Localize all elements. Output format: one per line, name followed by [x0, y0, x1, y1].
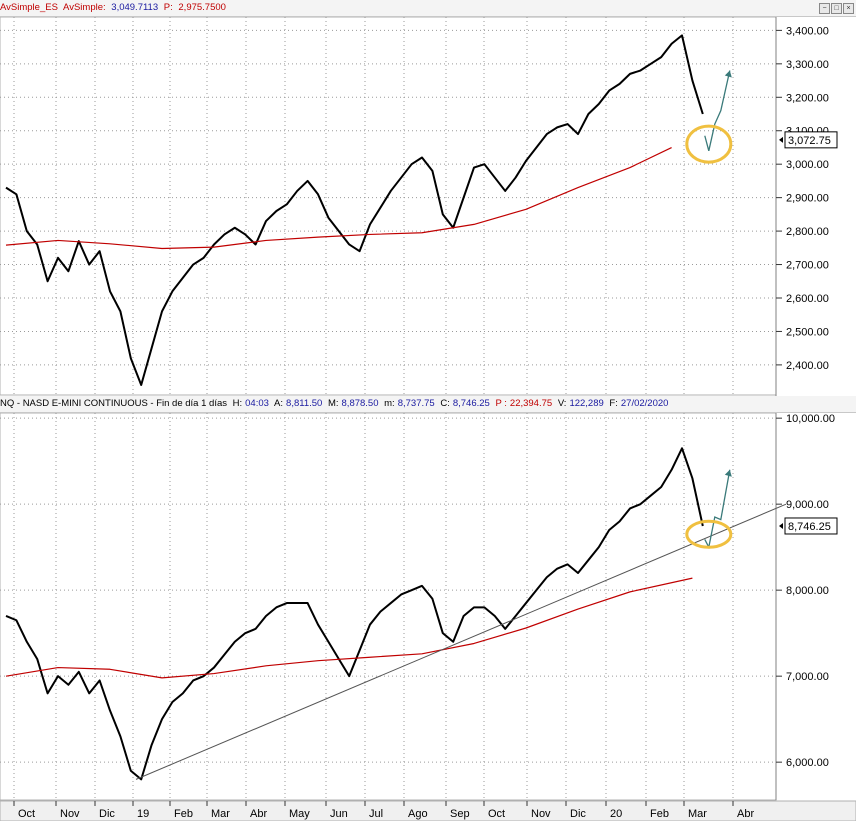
time-axis-label: Nov — [531, 808, 551, 820]
volume-value: 122,289 — [569, 398, 604, 409]
last-price-box — [784, 517, 838, 535]
trend-line — [135, 503, 787, 780]
highlight-circle — [685, 519, 733, 549]
time-axis-label: Ago — [408, 808, 428, 820]
maximize-button[interactable]: □ — [831, 3, 842, 14]
high-value: 8,878.50 — [341, 398, 379, 409]
projection-arrowhead — [724, 469, 732, 477]
indicator-value: 3,049.7113 — [111, 2, 159, 13]
time-label: H: — [232, 398, 243, 409]
top-panel-header: AvSimple_ES AvSimple: 3,049.7113 P: 2,97… — [0, 0, 856, 17]
projection-arrow — [704, 469, 731, 550]
price-axis-label: 2,400.00 — [786, 360, 829, 372]
price-axis-label: 2,600.00 — [786, 293, 829, 305]
time-axis-label: Feb — [650, 808, 669, 820]
prev-value: 22,394.75 — [509, 398, 553, 409]
price-axis-label: 2,500.00 — [786, 326, 829, 338]
date-value: 27/02/2020 — [620, 398, 669, 409]
time-axis-label: Dic — [99, 808, 115, 820]
last-price-label: 8,746.25 — [788, 521, 831, 533]
price-axis-label: 3,400.00 — [786, 25, 829, 37]
time-axis-label: Feb — [174, 808, 193, 820]
time-axis-label: 20 — [610, 808, 622, 820]
moving-average-line — [5, 147, 672, 250]
projection-arrowhead — [724, 70, 732, 78]
price-axis-label: 9,000.00 — [786, 499, 829, 511]
symbol-description: NQ - NASD E-MINI CONTINUOUS - Fin de día… — [0, 398, 227, 409]
time-axis-label: 19 — [137, 808, 149, 820]
price-series-line — [5, 34, 704, 386]
price-axis-label: 2,900.00 — [786, 193, 829, 205]
price-label: P: — [163, 2, 173, 13]
time-axis-label: Jun — [330, 808, 348, 820]
highlight-circle — [685, 124, 733, 164]
open-value: 8,811.50 — [286, 398, 323, 409]
low-value: 8,737.75 — [397, 398, 435, 409]
last-price-box — [784, 131, 838, 149]
high-label: M: — [327, 398, 339, 409]
open-label: A: — [274, 398, 284, 409]
time-axis-label: Abr — [250, 808, 267, 820]
indicator-label: AvSimple: — [63, 2, 106, 13]
time-axis-label: Oct — [18, 808, 35, 820]
price-axis-label: 10,000.00 — [786, 413, 835, 425]
volume-label: V: — [557, 398, 567, 409]
price-axis-label: 8,000.00 — [786, 585, 829, 597]
price-axis-label: 3,000.00 — [786, 159, 829, 171]
projection-arrow — [704, 70, 731, 151]
price-axis-label: 2,700.00 — [786, 260, 829, 272]
time-axis-label: May — [289, 808, 310, 820]
price-axis-label: 3,300.00 — [786, 59, 829, 71]
moving-average-line — [5, 577, 693, 679]
indicator-name: AvSimple_ES — [0, 2, 58, 13]
time-axis — [0, 800, 856, 821]
time-value: 04:03 — [245, 398, 269, 409]
time-axis-label: Dic — [570, 808, 586, 820]
time-axis-label: Jul — [369, 808, 383, 820]
date-label: F: — [609, 398, 618, 409]
low-label: m: — [384, 398, 395, 409]
time-axis-label: Nov — [60, 808, 80, 820]
price-value: 2,975.7500 — [178, 2, 226, 13]
price-axis-label: 6,000.00 — [786, 757, 829, 769]
close-value: 8,746.25 — [452, 398, 490, 409]
time-axis-label: Mar — [688, 808, 707, 820]
time-axis-label: Sep — [450, 808, 470, 820]
price-series-line — [5, 447, 704, 781]
close-label: C: — [440, 398, 450, 409]
price-axis-label: 7,000.00 — [786, 671, 829, 683]
bottom-panel-header: NQ - NASD E-MINI CONTINUOUS - Fin de día… — [0, 396, 856, 413]
time-axis-label: Oct — [488, 808, 505, 820]
last-price-label: 3,072.75 — [788, 135, 831, 147]
time-axis-label: Mar — [211, 808, 230, 820]
close-button[interactable]: × — [843, 3, 854, 14]
time-axis-label: Abr — [737, 808, 754, 820]
prev-label: P : — [495, 398, 507, 409]
last-price-pointer — [779, 522, 783, 529]
price-axis-label: 3,200.00 — [786, 92, 829, 104]
top-plot-area — [0, 16, 777, 396]
price-axis-label: 2,800.00 — [786, 226, 829, 238]
minimize-button[interactable]: − — [819, 3, 830, 14]
last-price-pointer — [779, 136, 783, 143]
